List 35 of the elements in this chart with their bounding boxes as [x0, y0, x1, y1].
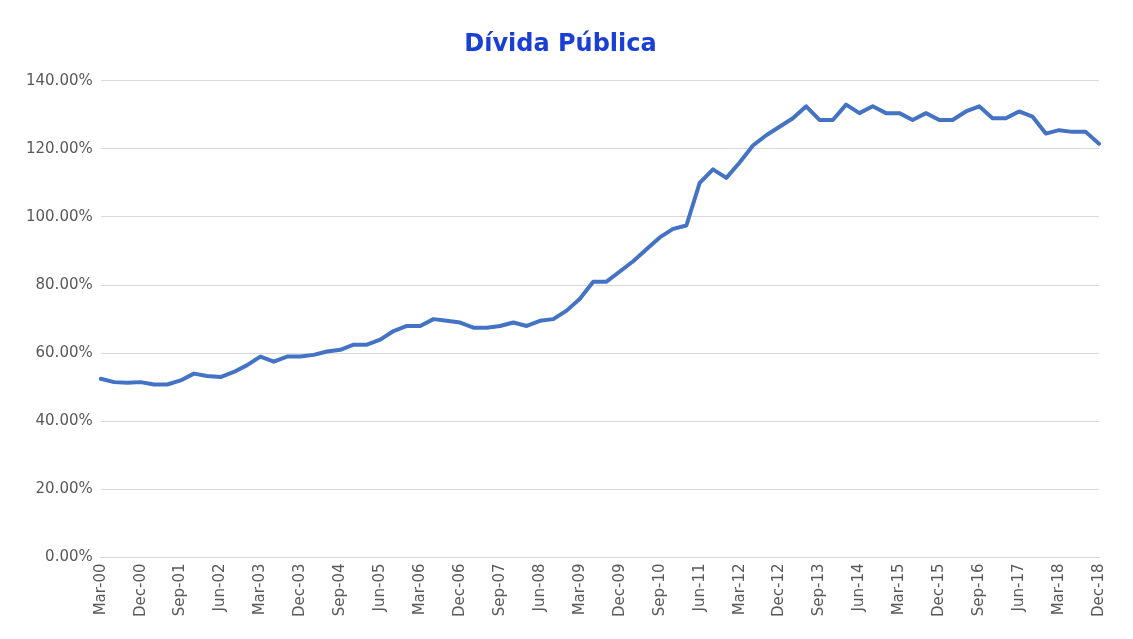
x-tick-label: Mar-15	[889, 563, 908, 616]
x-tick-label: Jun-14	[849, 563, 868, 613]
y-tick-label: 140.00%	[25, 70, 93, 89]
y-tick-label: 80.00%	[35, 274, 93, 293]
x-tick-label: Jun-05	[370, 563, 389, 613]
x-tick-label: Dec-06	[450, 563, 468, 618]
y-tick-label: 40.00%	[35, 411, 93, 430]
x-tick-label: Mar-12	[729, 563, 748, 616]
x-tick-label: Mar-06	[410, 563, 429, 616]
x-tick-label: Dec-18	[1088, 563, 1107, 618]
x-tick-label: Mar-18	[1048, 563, 1067, 616]
y-tick-label: 100.00%	[25, 206, 93, 225]
x-tick-label: Sep-07	[489, 563, 508, 617]
x-tick-label: Dec-09	[609, 563, 628, 618]
x-tick-label: Jun-08	[529, 563, 548, 613]
x-tick-label: Mar-03	[250, 563, 269, 616]
x-tick-label: Dec-12	[769, 563, 788, 618]
x-tick-label: Jun-17	[1009, 563, 1028, 613]
x-tick-label: Sep-01	[170, 563, 189, 617]
x-tick-label: Sep-16	[969, 563, 988, 617]
x-tick-label: Jun-11	[689, 563, 708, 613]
x-tick-label: Dec-03	[290, 563, 309, 618]
x-tick-label: Mar-00	[90, 563, 109, 616]
x-tick-label: Mar-09	[569, 563, 588, 616]
y-tick-label: 0.00%	[45, 547, 93, 566]
y-tick-label: 120.00%	[25, 138, 93, 157]
chart-title: Dívida Pública	[464, 28, 657, 57]
y-tick-label: 60.00%	[35, 343, 93, 362]
x-tick-label: Dec-00	[130, 563, 149, 618]
x-tick-label: Jun-02	[210, 563, 229, 613]
x-tick-label: Dec-15	[929, 563, 948, 618]
x-tick-label: Sep-13	[809, 563, 828, 617]
x-tick-label: Sep-10	[649, 563, 668, 617]
y-tick-label: 20.00%	[35, 479, 93, 498]
x-tick-label: Sep-04	[330, 563, 349, 617]
